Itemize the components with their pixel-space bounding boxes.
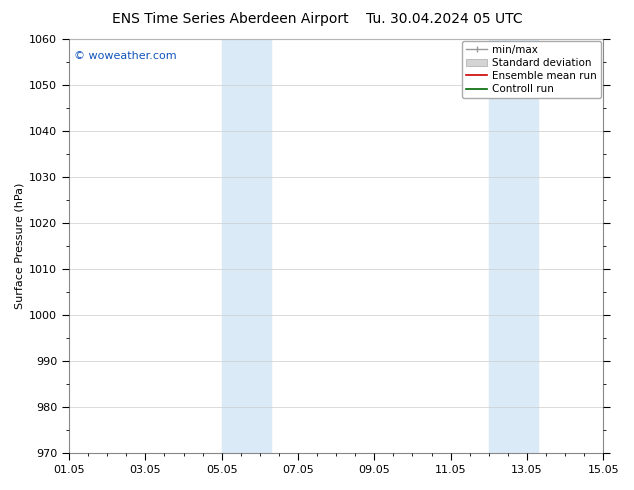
Y-axis label: Surface Pressure (hPa): Surface Pressure (hPa) <box>15 183 25 309</box>
Legend: min/max, Standard deviation, Ensemble mean run, Controll run: min/max, Standard deviation, Ensemble me… <box>462 41 601 98</box>
Text: ENS Time Series Aberdeen Airport    Tu. 30.04.2024 05 UTC: ENS Time Series Aberdeen Airport Tu. 30.… <box>112 12 522 26</box>
Bar <box>222 39 271 453</box>
Bar <box>489 39 538 453</box>
Text: © woweather.com: © woweather.com <box>74 51 177 61</box>
